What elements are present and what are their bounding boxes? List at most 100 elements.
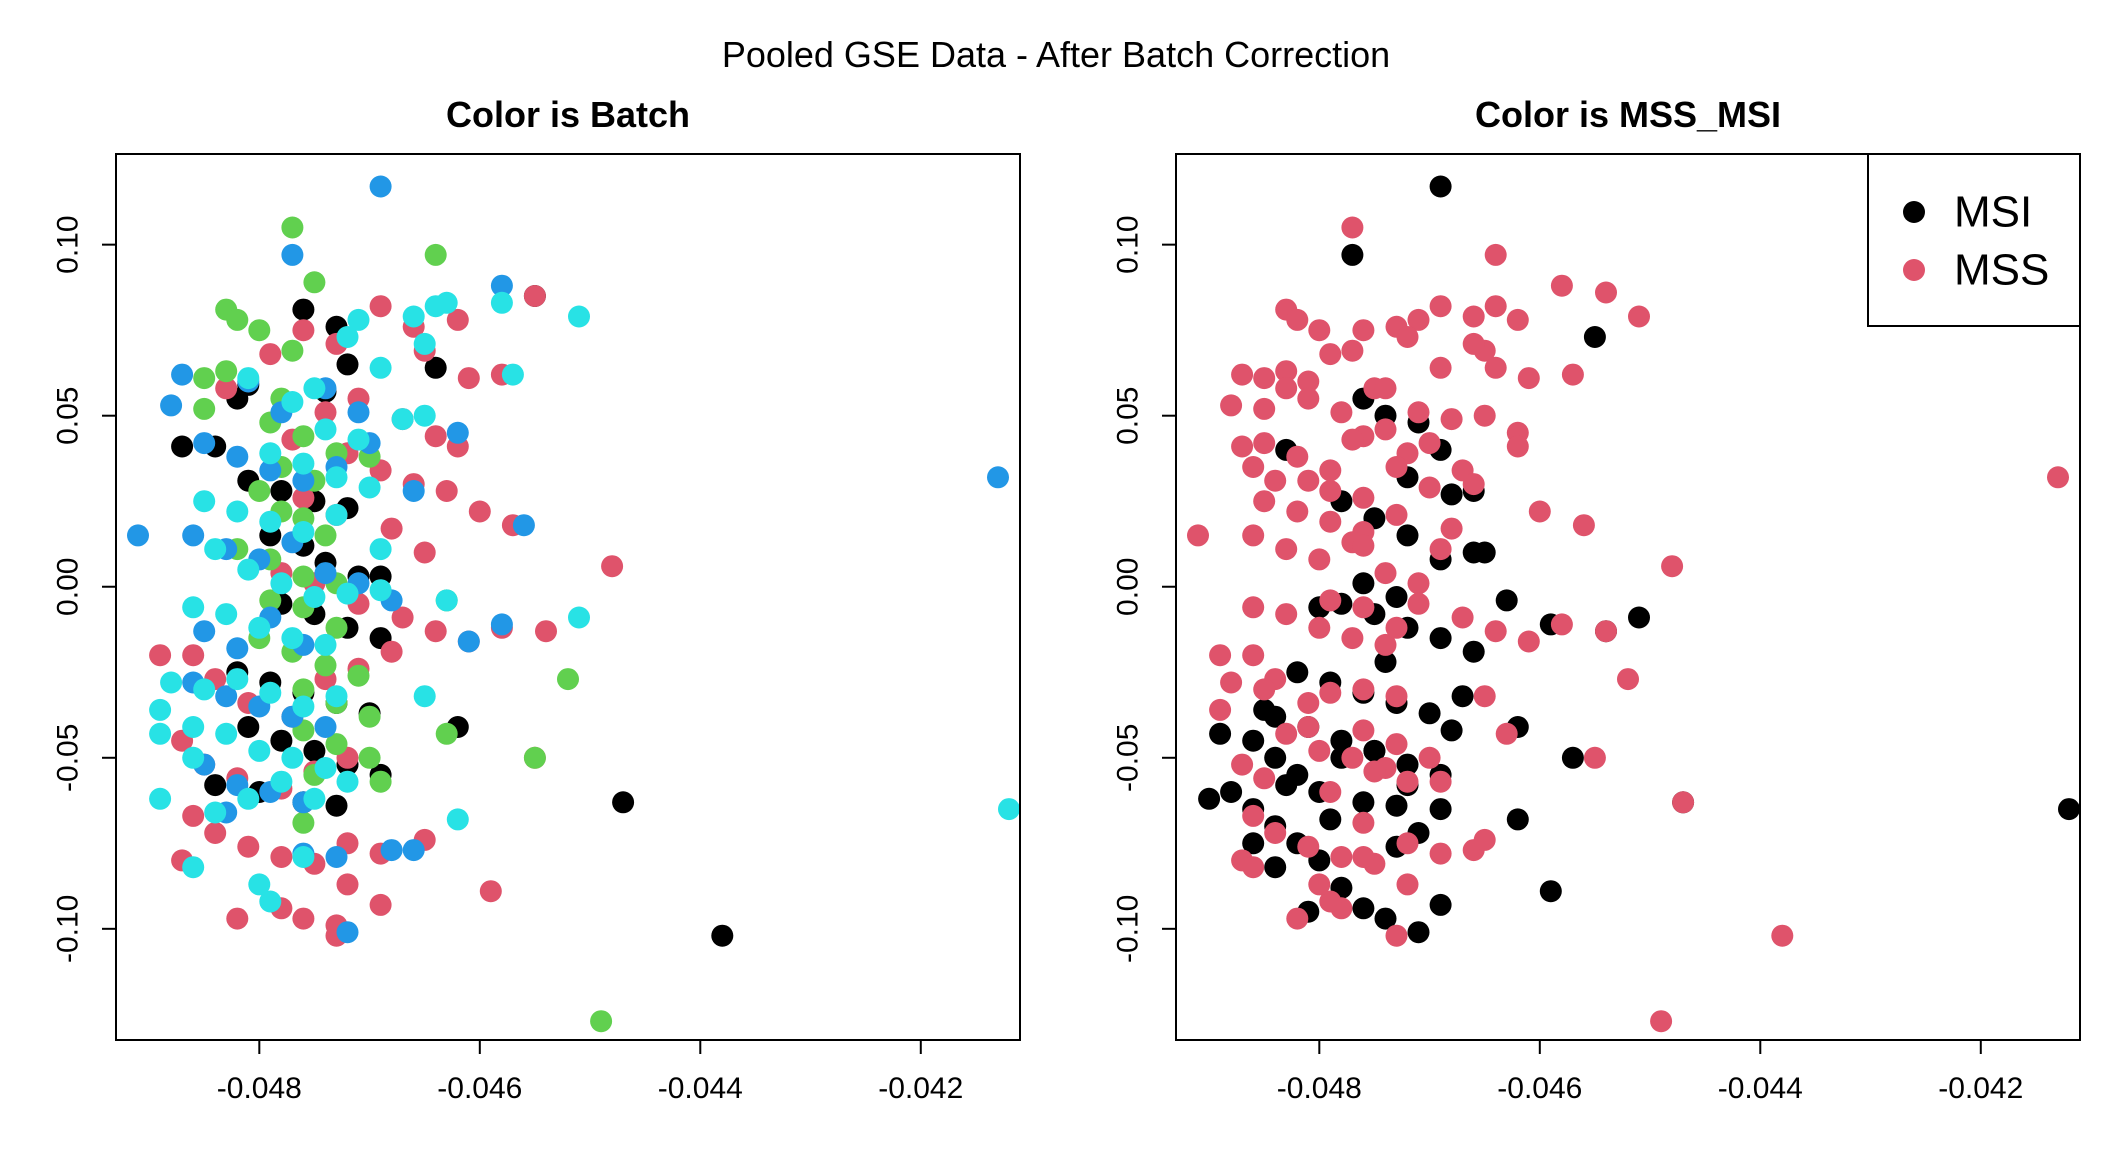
data-point	[1429, 356, 1452, 379]
data-point	[1363, 760, 1386, 783]
data-point	[193, 397, 216, 420]
data-point	[1319, 343, 1342, 366]
y-tick-label: 0.00	[1112, 558, 1145, 616]
data-point	[1275, 603, 1298, 626]
data-point	[512, 514, 535, 537]
data-point	[1275, 360, 1298, 383]
data-point	[568, 305, 590, 328]
data-point	[1286, 661, 1309, 684]
data-point	[259, 890, 282, 913]
data-point	[446, 421, 469, 444]
data-point	[182, 746, 205, 769]
data-point	[1374, 907, 1397, 930]
data-point	[237, 558, 260, 581]
data-point	[435, 291, 458, 314]
data-point	[347, 308, 370, 331]
data-point	[204, 538, 227, 561]
data-point	[1484, 356, 1507, 379]
x-tick-label: -0.044	[658, 1072, 743, 1105]
data-point	[347, 664, 370, 687]
data-point	[612, 791, 635, 814]
data-point	[1462, 305, 1485, 328]
data-point	[1275, 774, 1298, 797]
data-point	[204, 822, 227, 844]
panel-mss-msi: Color is MSS_MSI -0.048 -0.046 -0.044 -0.042…	[1112, 94, 2081, 1105]
data-point	[446, 808, 469, 831]
data-point	[182, 804, 205, 827]
data-point	[1473, 404, 1496, 427]
data-point	[1407, 308, 1430, 331]
data-point	[292, 319, 315, 342]
y-axis: -0.10 -0.05 0.00 0.05 0.10	[52, 215, 117, 963]
data-point	[1242, 804, 1265, 827]
data-point	[259, 681, 282, 704]
data-point	[1550, 274, 1573, 297]
data-point	[358, 705, 381, 728]
legend-label: MSS	[1954, 246, 2049, 295]
data-point	[160, 671, 183, 694]
data-point	[270, 729, 293, 752]
data-point	[1286, 907, 1309, 930]
data-point	[998, 798, 1020, 821]
data-point	[325, 733, 348, 756]
points-batch	[127, 175, 1020, 1033]
data-point	[149, 698, 172, 721]
data-point	[1374, 562, 1397, 585]
data-point	[1418, 746, 1441, 769]
data-point	[1429, 798, 1452, 821]
data-point	[215, 603, 238, 626]
data-point	[523, 285, 546, 307]
y-tick-label: 0.05	[1112, 386, 1145, 444]
data-point	[1595, 281, 1617, 304]
data-point	[413, 404, 436, 427]
data-point	[160, 394, 183, 417]
data-point	[1231, 435, 1254, 458]
data-point	[1583, 326, 1606, 348]
data-point	[1308, 739, 1331, 762]
data-point	[1429, 770, 1452, 793]
x-tick-label: -0.042	[1938, 1072, 2023, 1105]
data-point	[193, 432, 216, 455]
data-point	[259, 442, 282, 465]
data-point	[1451, 685, 1474, 708]
data-point	[1407, 592, 1430, 615]
data-point	[1352, 319, 1375, 342]
data-point	[226, 500, 249, 523]
y-tick-label: -0.10	[1112, 895, 1145, 963]
x-tick-label: -0.044	[1718, 1072, 1803, 1105]
data-point	[248, 319, 271, 342]
data-point	[1661, 555, 1684, 578]
data-point	[369, 579, 392, 602]
data-point	[193, 490, 216, 513]
data-point	[1352, 846, 1375, 868]
data-point	[1286, 308, 1309, 331]
legend-marker	[1903, 259, 1925, 281]
data-point	[1628, 606, 1650, 629]
data-point	[1374, 633, 1397, 656]
data-point	[380, 640, 403, 663]
data-point	[336, 353, 359, 376]
data-point	[215, 377, 238, 400]
subplot-title: Color is MSS_MSI	[1475, 94, 1781, 135]
data-point	[292, 846, 315, 868]
data-point	[523, 746, 546, 769]
data-point	[1209, 644, 1232, 667]
data-point	[1209, 722, 1232, 745]
data-point	[424, 425, 447, 448]
data-point	[226, 445, 249, 468]
data-point	[435, 589, 458, 612]
data-point	[1341, 216, 1364, 239]
data-point	[1286, 500, 1309, 523]
data-point	[568, 606, 590, 629]
data-point	[270, 572, 293, 595]
data-point	[1440, 483, 1463, 506]
data-point	[1253, 397, 1276, 420]
data-point	[1341, 746, 1364, 769]
data-point	[1220, 781, 1243, 803]
data-point	[1418, 432, 1441, 455]
data-point	[1352, 897, 1375, 920]
data-point	[1385, 456, 1408, 478]
data-point	[1286, 445, 1309, 468]
data-point	[226, 907, 249, 930]
data-point	[1374, 651, 1397, 673]
